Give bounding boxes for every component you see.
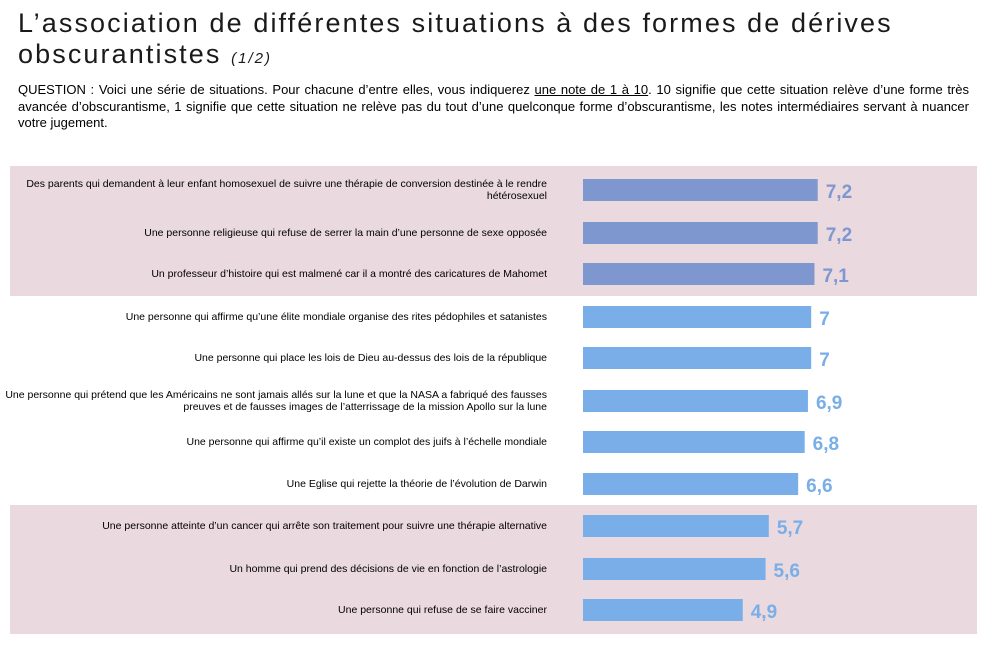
question-suffix: . 10 signifie que cette situation relève…	[18, 82, 969, 130]
bar-5	[583, 347, 812, 369]
category-label-11: Une personne qui refuse de se faire vacc…	[338, 604, 547, 616]
page-title: L’association de différentes situations …	[18, 8, 988, 74]
value-label-4: 7	[819, 309, 830, 330]
value-label-1: 7,2	[826, 182, 852, 203]
value-label-11: 4,9	[751, 602, 777, 623]
category-label-7: Une personne qui affirme qu’il existe un…	[186, 436, 547, 448]
value-label-5: 7	[819, 350, 830, 371]
value-label-9: 5,7	[777, 518, 803, 539]
category-label-3: Un professeur d’histoire qui est malmené…	[151, 268, 547, 280]
bar-8	[583, 473, 799, 495]
bar-11	[583, 599, 743, 621]
question-prefix: QUESTION : Voici une série de situations…	[18, 82, 535, 97]
value-label-7: 6,8	[813, 434, 839, 455]
title-line-2: obscurantistes	[18, 39, 222, 69]
category-label-10: Un homme qui prend des décisions de vie …	[229, 563, 547, 575]
value-label-6: 6,9	[816, 393, 842, 414]
category-label-9: Une personne atteinte d’un cancer qui ar…	[102, 520, 547, 532]
question-text: QUESTION : Voici une série de situations…	[18, 82, 969, 132]
category-label-8: Une Eglise qui rejette la théorie de l’é…	[286, 478, 547, 490]
value-label-8: 6,6	[806, 476, 832, 497]
question-underlined: une note de 1 à 10	[534, 82, 649, 97]
bar-2	[583, 222, 818, 244]
title-part: (1/2)	[231, 50, 272, 67]
title-line-1: L’association de différentes situations …	[18, 8, 893, 38]
category-label-4: Une personne qui affirme qu’une élite mo…	[125, 311, 547, 323]
highlight-band-bottom	[10, 505, 977, 634]
category-label-6: Une personne qui prétend que les América…	[5, 389, 547, 413]
bar-6	[583, 390, 808, 412]
category-label-1: Des parents qui demandent à leur enfant …	[26, 178, 547, 202]
bar-9	[583, 515, 769, 537]
category-label-2: Une personne religieuse qui refuse de se…	[144, 227, 547, 239]
value-label-2: 7,2	[826, 225, 852, 246]
value-label-10: 5,6	[774, 561, 800, 582]
bar-1	[583, 179, 818, 201]
bar-4	[583, 306, 812, 328]
value-label-3: 7,1	[822, 266, 849, 287]
bar-10	[583, 558, 766, 580]
category-label-5: Une personne qui place les lois de Dieu …	[194, 352, 547, 364]
bar-3	[583, 263, 815, 285]
bar-7	[583, 431, 805, 453]
